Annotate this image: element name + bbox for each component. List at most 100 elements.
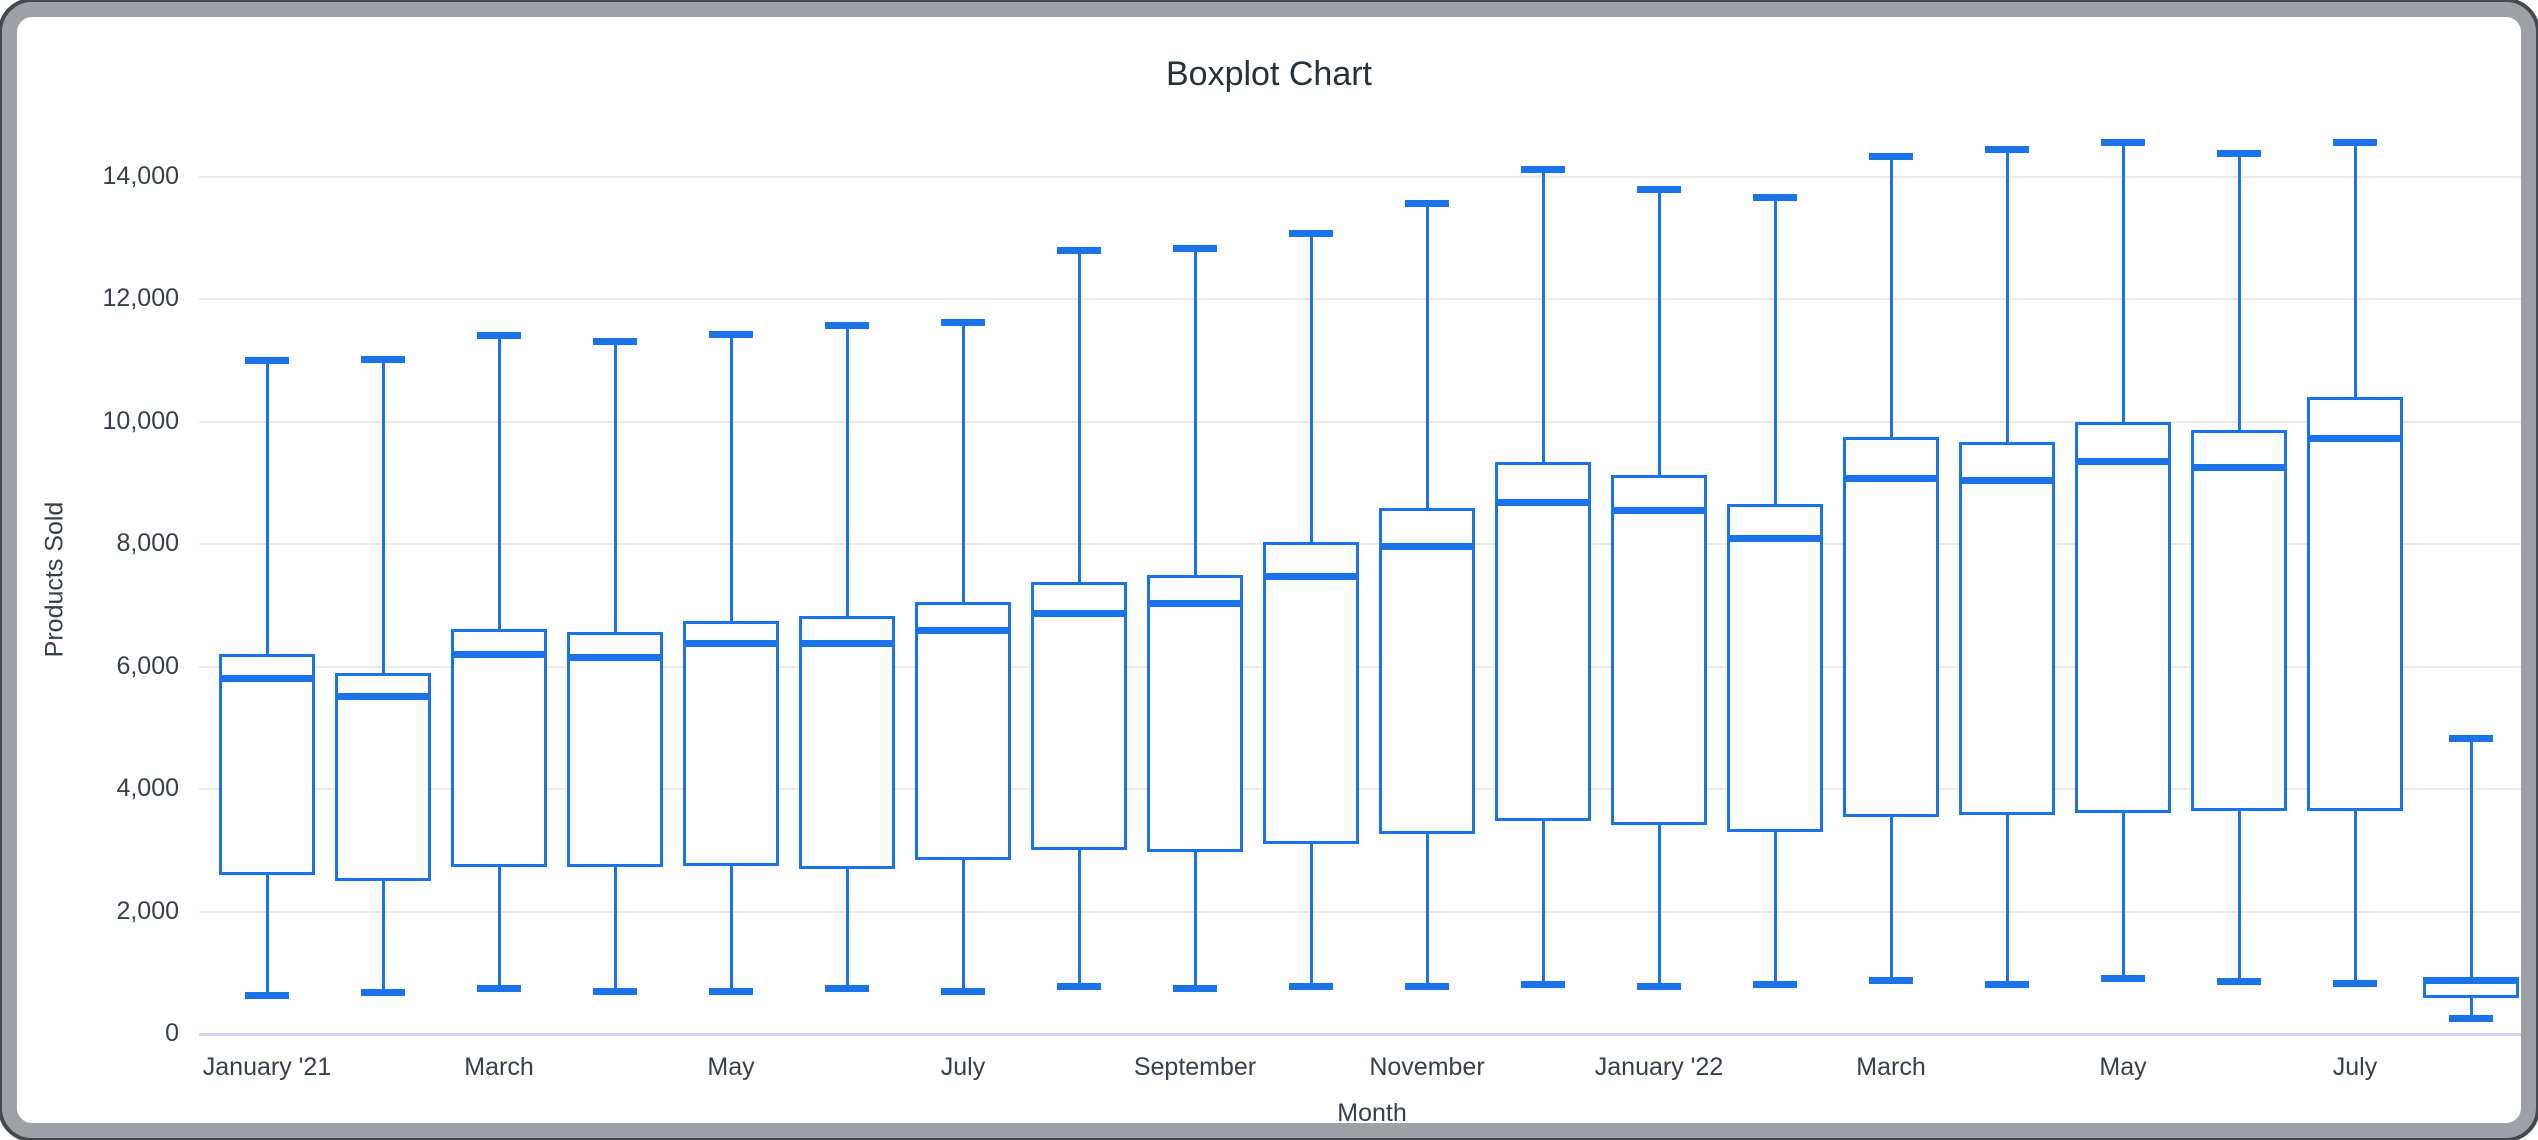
boxplot-june-21-lower-whisker: [845, 868, 849, 989]
y-axis-title: Products Sold: [40, 501, 69, 658]
boxplot-july-21-upper-whisker: [961, 322, 965, 602]
boxplot-january-22-median: [1611, 506, 1707, 514]
x-tick-label-boxplot-january-22: January '22: [1594, 1053, 1724, 1081]
boxplot-may-22-box: [2075, 421, 2171, 813]
boxplot-april-21-upper-cap: [593, 337, 637, 345]
boxplot-february-21-lower-whisker: [381, 880, 385, 993]
boxplot-may-22-upper-cap: [2101, 139, 2145, 147]
boxplot-december-21-upper-cap: [1521, 165, 1565, 173]
boxplot-august-21-box: [1031, 581, 1127, 851]
boxplot-march-22-upper-cap: [1869, 153, 1913, 161]
boxplot-february-22-median: [1727, 534, 1823, 542]
boxplot-october-21-upper-whisker: [1309, 233, 1313, 543]
boxplot-march-21-upper-cap: [477, 332, 521, 340]
x-tick-label-boxplot-may-21: May: [707, 1053, 755, 1081]
boxplot-july-21-lower-whisker: [961, 859, 965, 992]
boxplot-august-21-upper-cap: [1057, 246, 1101, 254]
boxplot-november-21-median: [1379, 542, 1475, 550]
y-tick-label-2,000: 2,000: [116, 896, 179, 925]
boxplot-june-22-upper-cap: [2217, 149, 2261, 157]
y-tick-label-0: 0: [165, 1019, 179, 1047]
boxplot-november-21-box: [1379, 508, 1475, 834]
boxplot-february-22-upper-whisker: [1773, 197, 1777, 504]
boxplot-april-21-box: [567, 632, 663, 867]
boxplot-july-22-upper-cap: [2333, 139, 2377, 147]
boxplot-june-22-median: [2191, 463, 2287, 471]
boxplot-april-22-upper-cap: [1985, 145, 2029, 153]
boxplot-july-21-upper-cap: [941, 319, 985, 327]
boxplot-may-21-median: [683, 639, 779, 647]
boxplot-april-22-median: [1959, 476, 2055, 484]
boxplot-january-21-upper-cap: [245, 357, 289, 365]
boxplot-may-22-upper-whisker: [2121, 142, 2125, 422]
boxplot-november-21-upper-whisker: [1425, 203, 1429, 509]
boxplot-april-21-upper-whisker: [613, 341, 617, 633]
boxplot-march-21-box: [451, 628, 547, 867]
boxplot-july-22-median: [2307, 434, 2403, 442]
boxplot-march-21-upper-whisker: [497, 335, 501, 629]
boxplot-october-21-box: [1263, 542, 1359, 845]
boxplot-march-21-lower-cap: [477, 985, 521, 993]
boxplot-february-21-lower-cap: [361, 988, 405, 996]
boxplot-may-22-median: [2075, 458, 2171, 466]
gridline-4,000: [199, 788, 2521, 791]
boxplot-june-22-lower-cap: [2217, 978, 2261, 986]
boxplot-december-21-lower-cap: [1521, 980, 1565, 988]
boxplot-november-21-upper-cap: [1405, 200, 1449, 208]
boxplot-august-22-upper-cap: [2449, 734, 2493, 742]
boxplot-november-21-lower-cap: [1405, 982, 1449, 990]
boxplot-december-21-box: [1495, 462, 1591, 821]
y-tick-label-6,000: 6,000: [116, 651, 179, 680]
x-tick-label-boxplot-march-21: March: [464, 1053, 534, 1081]
boxplot-august-21-upper-whisker: [1077, 250, 1081, 582]
boxplot-february-21-upper-cap: [361, 355, 405, 363]
boxplot-may-22-lower-cap: [2101, 975, 2145, 983]
boxplot-july-22-box: [2307, 397, 2403, 811]
boxplot-july-21-lower-cap: [941, 988, 985, 996]
x-tick-label-boxplot-march-22: March: [1856, 1053, 1926, 1081]
boxplot-january-22-upper-cap: [1637, 185, 1681, 193]
boxplot-january-22-box: [1611, 475, 1707, 826]
boxplot-february-22-lower-whisker: [1773, 831, 1777, 985]
boxplot-february-21-upper-whisker: [381, 359, 385, 674]
boxplot-january-21-box: [219, 654, 315, 875]
boxplot-march-22-median: [1843, 475, 1939, 483]
boxplot-september-21-upper-whisker: [1193, 248, 1197, 575]
boxplot-december-21-median: [1495, 498, 1591, 506]
y-tick-label-8,000: 8,000: [116, 529, 179, 558]
boxplot-january-22-lower-whisker: [1657, 825, 1661, 987]
x-axis-title: Month: [1337, 1099, 1407, 1127]
y-tick-label-10,000: 10,000: [102, 406, 179, 435]
boxplot-september-21-lower-cap: [1173, 985, 1217, 993]
y-tick-label-14,000: 14,000: [102, 162, 179, 190]
boxplot-july-21-median: [915, 627, 1011, 635]
boxplot-august-21-median: [1031, 609, 1127, 617]
boxplot-april-22-box: [1959, 442, 2055, 816]
x-tick-label-boxplot-november-21: November: [1369, 1053, 1485, 1081]
boxplot-june-21-upper-whisker: [845, 325, 849, 616]
boxplot-february-21-median: [335, 693, 431, 701]
boxplot-january-21-median: [219, 675, 315, 683]
boxplot-june-21-upper-cap: [825, 321, 869, 329]
boxplot-august-21-lower-cap: [1057, 982, 1101, 990]
boxplot-april-22-upper-whisker: [2005, 149, 2009, 443]
boxplot-september-21-box: [1147, 574, 1243, 853]
boxplot-february-22-lower-cap: [1753, 980, 1797, 988]
boxplot-june-21-lower-cap: [825, 984, 869, 992]
gridline-8,000: [199, 543, 2521, 546]
x-tick-label-boxplot-january-21: January '21: [202, 1053, 332, 1081]
boxplot-september-21-upper-cap: [1173, 244, 1217, 252]
x-tick-label-boxplot-september-21: September: [1133, 1053, 1257, 1081]
boxplot-january-21-lower-cap: [245, 991, 289, 999]
boxplot-june-22-box: [2191, 429, 2287, 811]
boxplot-may-21-box: [683, 620, 779, 866]
chart-title: Boxplot Chart: [1166, 55, 1372, 93]
gridline-2,000: [199, 910, 2521, 913]
boxplot-october-21-median: [1263, 572, 1359, 580]
boxplot-august-22-lower-cap: [2449, 1015, 2493, 1023]
boxplot-august-21-lower-whisker: [1077, 850, 1081, 987]
boxplot-may-21-upper-cap: [709, 330, 753, 338]
boxplot-september-21-lower-whisker: [1193, 852, 1197, 989]
boxplot-february-22-box: [1727, 503, 1823, 832]
